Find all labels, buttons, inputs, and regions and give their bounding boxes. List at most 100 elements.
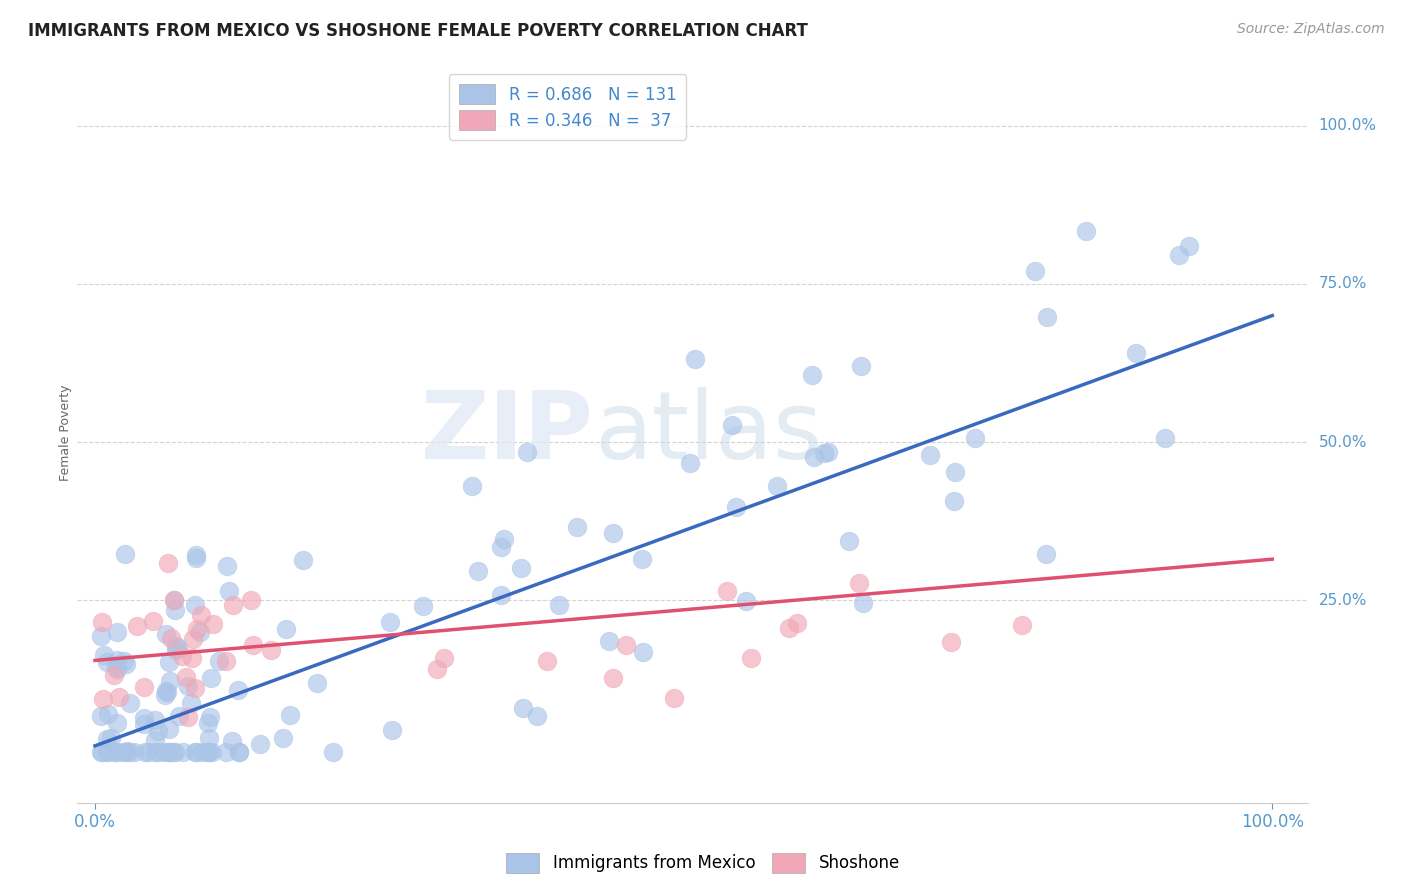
Legend: R = 0.686   N = 131, R = 0.346   N =  37: R = 0.686 N = 131, R = 0.346 N = 37 [449,74,686,140]
Point [1168,248,1191,262]
Point [136,745,159,759]
Point [1178,239,1201,253]
Point [228,745,250,759]
Text: 50.0%: 50.0% [1319,434,1367,450]
Legend: Immigrants from Mexico, Shoshone: Immigrants from Mexico, Shoshone [499,847,907,880]
Point [162,745,184,759]
Point [1036,310,1059,324]
Text: Source: ZipAtlas.com: Source: ZipAtlas.com [1237,22,1385,37]
Point [614,638,637,652]
Point [115,745,138,759]
Point [105,624,128,639]
Point [181,632,204,647]
Point [278,707,301,722]
Point [200,710,222,724]
Point [157,745,180,759]
Point [803,450,825,465]
Point [186,549,208,563]
Point [201,745,224,759]
Point [97,745,120,759]
Point [112,654,135,668]
Point [735,594,758,608]
Point [851,596,873,610]
Point [157,655,180,669]
Point [186,745,208,759]
Point [526,709,548,723]
Point [516,445,538,459]
Text: 75.0%: 75.0% [1319,277,1367,292]
Point [1154,431,1177,445]
Point [96,745,118,759]
Point [721,417,744,432]
Point [260,642,283,657]
Point [157,722,180,736]
Text: 25.0%: 25.0% [1319,593,1367,607]
Point [172,745,194,759]
Point [509,561,531,575]
Point [163,593,186,607]
Point [96,731,118,746]
Point [292,553,315,567]
Point [433,651,456,665]
Point [143,745,166,759]
Point [222,598,245,612]
Text: ZIP: ZIP [422,386,595,479]
Point [143,714,166,728]
Point [104,745,127,759]
Point [174,670,197,684]
Point [157,745,180,759]
Point [105,716,128,731]
Point [96,707,118,722]
Point [153,688,176,702]
Point [165,603,187,617]
Point [170,648,193,663]
Point [142,614,165,628]
Point [215,653,238,667]
Point [156,685,179,699]
Point [146,745,169,759]
Point [104,659,127,673]
Point [93,648,115,662]
Point [132,711,155,725]
Point [118,696,141,710]
Point [198,731,221,745]
Point [91,692,114,706]
Point [134,680,156,694]
Point [848,576,870,591]
Point [167,708,190,723]
Point [939,635,962,649]
Point [165,639,187,653]
Point [598,634,620,648]
Point [226,682,249,697]
Point [215,745,238,759]
Point [143,733,166,747]
Point [176,679,198,693]
Point [188,625,211,640]
Point [146,724,169,739]
Point [380,723,402,737]
Point [125,619,148,633]
Point [249,737,271,751]
Point [512,700,534,714]
Point [111,745,134,759]
Point [786,615,808,630]
Point [849,359,872,374]
Point [202,616,225,631]
Point [801,368,824,382]
Point [163,592,186,607]
Point [180,696,202,710]
Point [153,745,176,759]
Point [165,643,187,657]
Point [105,653,128,667]
Y-axis label: Female Poverty: Female Poverty [59,384,72,481]
Point [184,598,207,612]
Point [159,674,181,689]
Point [90,745,112,759]
Point [685,351,707,366]
Point [118,745,141,759]
Point [90,629,112,643]
Point [221,734,243,748]
Point [105,662,128,676]
Point [197,716,219,731]
Point [740,651,762,665]
